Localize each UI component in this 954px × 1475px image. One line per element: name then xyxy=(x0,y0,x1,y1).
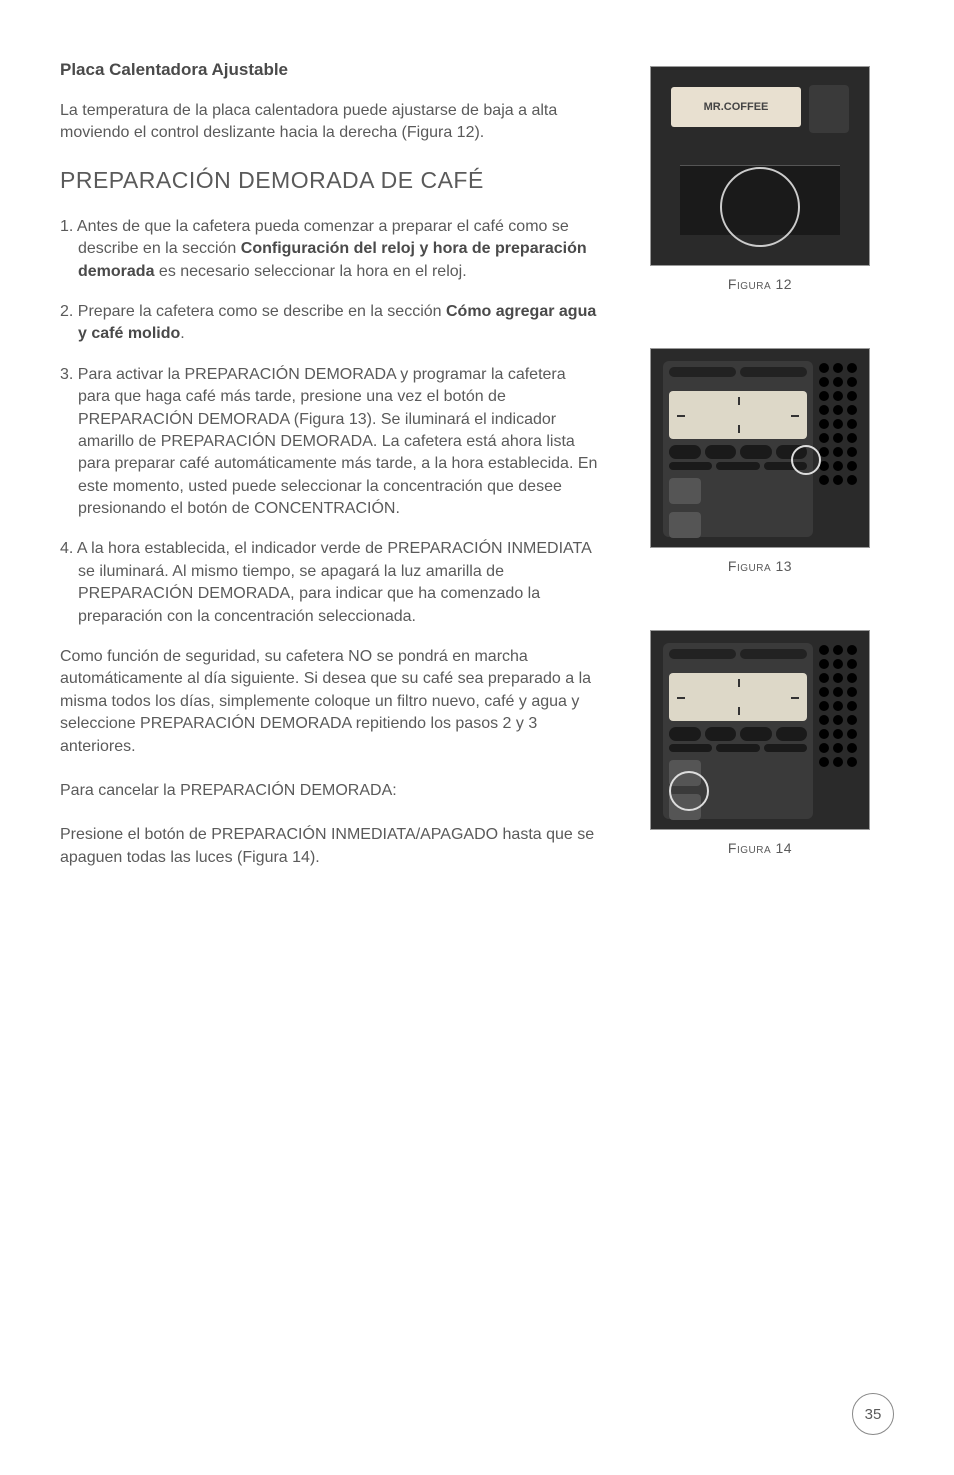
text-column: Placa Calentadora Ajustable La temperatu… xyxy=(60,60,600,906)
coffee-maker-side-icon xyxy=(809,85,849,133)
step-4: 4. A la hora establecida, el indicador v… xyxy=(60,538,600,628)
step-2-text-a: 2. Prepare la cafetera como se describe … xyxy=(60,303,446,320)
step-2: 2. Prepare la cafetera como se describe … xyxy=(60,301,600,346)
cancel-heading: Para cancelar la PREPARACIÓN DEMORADA: xyxy=(60,780,600,802)
figure-14: Figura 14 xyxy=(650,630,870,856)
page-number: 35 xyxy=(852,1393,894,1435)
control-panel xyxy=(663,361,813,537)
step-2-text-b: . xyxy=(180,325,184,342)
intro-paragraph: La temperatura de la placa calentadora p… xyxy=(60,100,600,145)
coffee-maker-label: MR.COFFEE xyxy=(671,87,801,127)
figure-14-caption: Figura 14 xyxy=(650,840,870,856)
highlight-circle-icon xyxy=(669,771,709,811)
step-3: 3. Para activar la PREPARACIÓN DEMORADA … xyxy=(60,364,600,521)
figure-13: Figura 13 xyxy=(650,348,870,574)
cancel-paragraph: Presione el botón de PREPARACIÓN INMEDIA… xyxy=(60,824,600,869)
step-1: 1. Antes de que la cafetera pueda comenz… xyxy=(60,216,600,283)
delay-brew-button-icon xyxy=(669,512,701,538)
figure-12-caption: Figura 12 xyxy=(650,276,870,292)
main-heading: PREPARACIÓN DEMORADA DE CAFÉ xyxy=(60,167,600,194)
highlight-circle-icon xyxy=(791,445,821,475)
figure-14-image xyxy=(650,630,870,830)
clock-display-icon xyxy=(669,391,807,439)
highlight-circle-icon xyxy=(720,167,800,247)
figure-12-image: MR.COFFEE xyxy=(650,66,870,266)
safety-paragraph: Como función de seguridad, su cafetera N… xyxy=(60,646,600,758)
step-1-text-b: es necesario seleccionar la hora en el r… xyxy=(154,263,466,280)
figure-13-image xyxy=(650,348,870,548)
page-content: Placa Calentadora Ajustable La temperatu… xyxy=(60,60,894,906)
decorative-dots-icon xyxy=(811,645,857,767)
section-title: Placa Calentadora Ajustable xyxy=(60,60,600,80)
clock-display-icon xyxy=(669,673,807,721)
brew-now-button-icon xyxy=(669,478,701,504)
figure-12: MR.COFFEE Figura 12 xyxy=(650,66,870,292)
figure-13-caption: Figura 13 xyxy=(650,558,870,574)
figure-column: MR.COFFEE Figura 12 xyxy=(630,60,890,906)
